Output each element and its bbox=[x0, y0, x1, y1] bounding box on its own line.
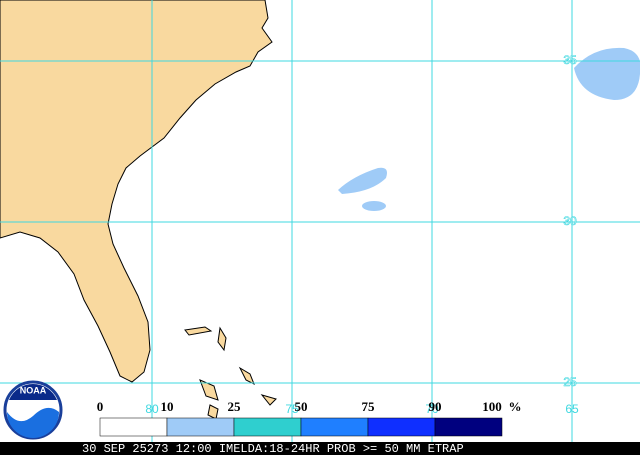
legend-label: 0 bbox=[97, 399, 104, 414]
legend-swatch bbox=[300, 417, 369, 437]
lat-label: 35 bbox=[563, 53, 577, 67]
legend-label: 75 bbox=[362, 399, 376, 414]
legend-swatch bbox=[233, 417, 302, 437]
svg-text:NOAA: NOAA bbox=[20, 385, 47, 395]
legend-label: 25 bbox=[228, 399, 242, 414]
legend-label: 100 bbox=[482, 399, 502, 414]
footer-bar bbox=[0, 442, 640, 455]
legend-swatch bbox=[434, 417, 503, 437]
legend-label: 50 bbox=[295, 399, 308, 414]
noaa-logo: NOAA bbox=[3, 380, 63, 440]
legend-swatch bbox=[99, 417, 168, 437]
lon-label: 65 bbox=[565, 402, 579, 416]
lat-label: 30 bbox=[563, 214, 577, 228]
legend-label: 10 bbox=[161, 399, 174, 414]
legend-unit: % bbox=[509, 399, 522, 414]
legend-swatch bbox=[367, 417, 436, 437]
lon-label: 75 bbox=[285, 402, 299, 416]
islands bbox=[184, 326, 277, 420]
land bbox=[0, 0, 273, 383]
legend-label: 90 bbox=[429, 399, 442, 414]
grid: 80 75 70 65 35 30 25 bbox=[0, 0, 640, 442]
legend-swatch bbox=[166, 417, 235, 437]
lat-label: 25 bbox=[563, 375, 577, 389]
footer-text: 30 SEP 25273 12:00 IMELDA:18-24HR PROB >… bbox=[82, 442, 464, 455]
legend: 0 10 25 50 75 90 100% bbox=[97, 399, 522, 437]
lon-label: 70 bbox=[425, 402, 439, 416]
lon-label: 80 bbox=[145, 402, 159, 416]
